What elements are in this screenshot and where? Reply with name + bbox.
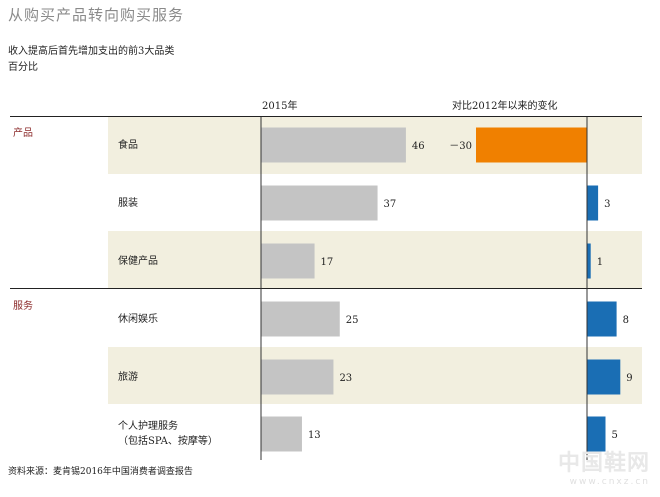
value-label-change-5: 5 <box>612 430 618 441</box>
category-label-personal-care: 个人护理服务 （包括SPA、按摩等） <box>118 419 218 449</box>
value-label-2015-0: 46 <box>412 141 425 152</box>
bar-change-2 <box>587 243 591 279</box>
source-note: 资料来源：麦肯锡2016年中国消费者调查报告 <box>8 467 193 477</box>
bar-2015-0 <box>261 127 406 163</box>
bar-change-4 <box>587 359 621 395</box>
section-label-services: 服务 <box>13 301 33 312</box>
bar-change-1 <box>587 185 599 221</box>
value-label-change-2: 1 <box>597 257 603 268</box>
value-label-change-1: 3 <box>604 199 610 210</box>
chart-title: 从购买产品转向购买服务 <box>8 6 185 24</box>
section-divider <box>10 288 642 289</box>
bar-change-5 <box>587 416 606 452</box>
bar-2015-3 <box>261 301 340 337</box>
bar-change-3 <box>587 301 617 337</box>
subtitle-line-1: 收入提高后首先增加支出的前3大品类 <box>8 46 175 57</box>
series-header-change: 对比2012年以来的变化 <box>452 101 558 112</box>
watermark-url: www.cnxz.cn <box>569 477 650 487</box>
header-rule <box>10 116 642 117</box>
value-label-2015-2: 17 <box>321 257 334 268</box>
category-label-apparel: 服装 <box>118 198 138 209</box>
bar-2015-5 <box>261 416 302 452</box>
bar-2015-4 <box>261 359 334 395</box>
category-label-travel: 旅游 <box>118 372 138 383</box>
watermark: 中国鞋网 www.cnxz.cn <box>558 445 650 487</box>
category-label-leisure: 休闲娱乐 <box>118 314 158 325</box>
watermark-text: 中国鞋网 <box>557 451 650 476</box>
chart-subtitle: 收入提高后首先增加支出的前3大品类 百分比 <box>8 44 174 76</box>
section-label-products: 产品 <box>13 128 33 139</box>
row-band-travel <box>108 347 642 404</box>
value-label-change-3: 8 <box>623 315 629 326</box>
bar-change-0 <box>476 127 587 163</box>
value-label-2015-5: 13 <box>308 430 321 441</box>
value-label-change-4: 9 <box>626 373 632 384</box>
category-label-personal-care-line2: （包括SPA、按摩等） <box>118 436 218 447</box>
row-band-health <box>108 231 642 288</box>
value-label-2015-1: 37 <box>384 199 397 210</box>
category-label-food: 食品 <box>118 140 138 151</box>
category-label-personal-care-line1: 个人护理服务 <box>118 421 178 432</box>
series-header-2015: 2015年 <box>262 101 298 112</box>
value-label-change-0: －30 <box>449 141 472 152</box>
category-label-health-products: 保健产品 <box>118 256 158 267</box>
subtitle-line-2: 百分比 <box>8 62 38 73</box>
value-label-2015-4: 23 <box>339 373 352 384</box>
bar-2015-2 <box>261 243 315 279</box>
bar-2015-1 <box>261 185 378 221</box>
value-label-2015-3: 25 <box>346 315 359 326</box>
